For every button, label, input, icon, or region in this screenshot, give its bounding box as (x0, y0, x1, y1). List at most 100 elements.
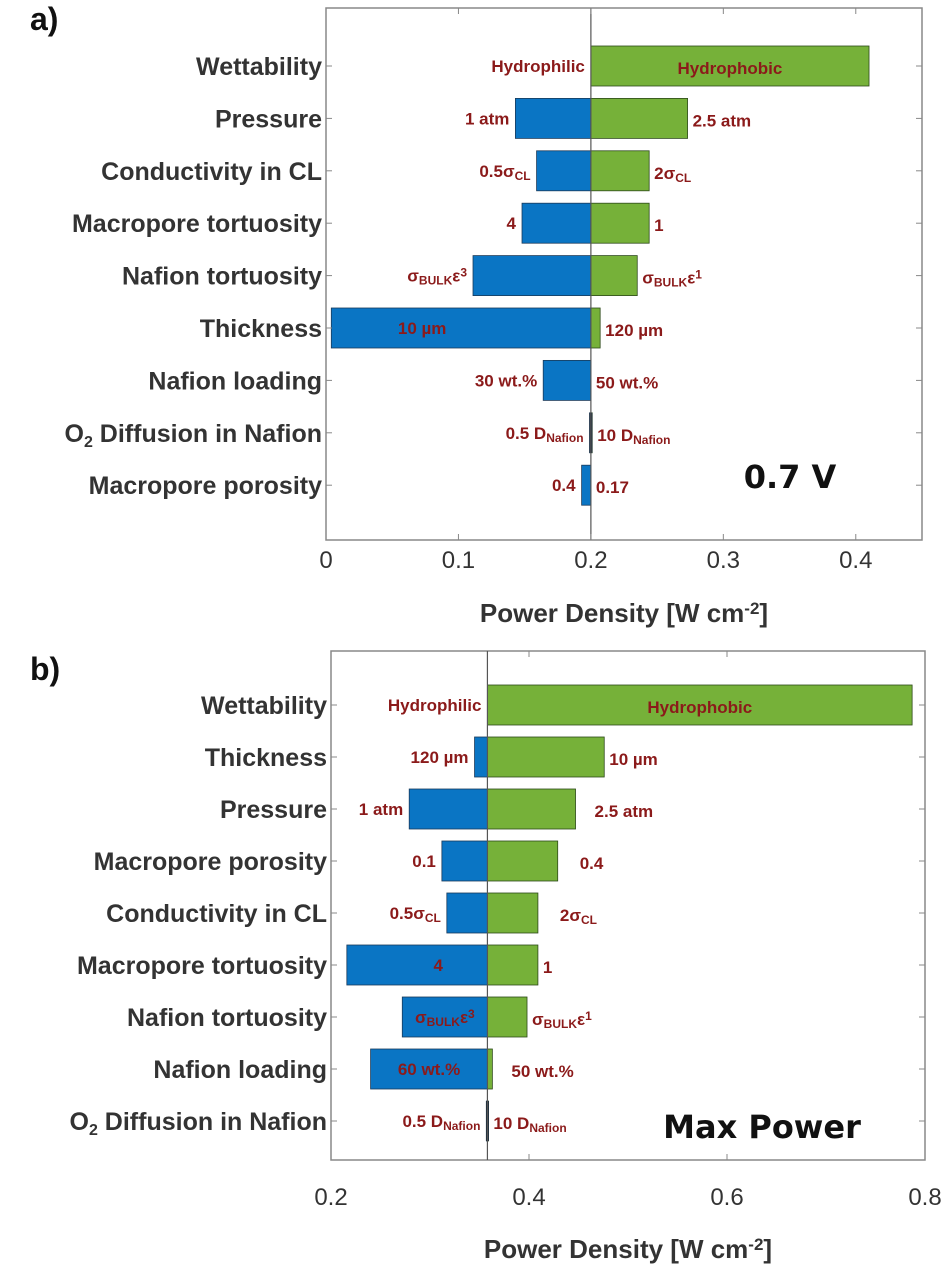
category-label: Pressure (215, 105, 322, 133)
label-part: 120 µm (605, 321, 663, 340)
bar-high (590, 45, 870, 87)
high-value-label: 50 wt.% (596, 373, 658, 392)
category-label: O2 Diffusion in Nafion (65, 420, 323, 451)
label-part: σ (407, 267, 419, 286)
bar-low (370, 1048, 488, 1090)
label-part: -2 (748, 1235, 763, 1254)
label-part: ε (460, 1008, 468, 1027)
label-part: 2σ (560, 906, 581, 925)
label-part: 0.5 D (506, 424, 547, 443)
label-part: 1 (543, 958, 552, 977)
category-label: Thickness (205, 744, 327, 772)
label-part: 1 atm (359, 800, 403, 819)
label-part: 10 µm (398, 319, 447, 338)
category-label: Conductivity in CL (106, 900, 327, 928)
high-value-label: 120 µm (605, 321, 663, 340)
low-value-label: 0.5 DNafion (402, 1112, 480, 1133)
high-value-label: 50 wt.% (511, 1062, 573, 1081)
x-tick-label: 0.8 (908, 1184, 941, 1211)
label-part: σ (532, 1010, 544, 1029)
bar-low (474, 736, 488, 778)
bar-low (401, 996, 488, 1038)
high-value-label: 10 DNafion (493, 1114, 566, 1135)
bar-high (590, 98, 688, 139)
label-part: Power Density [W cm (484, 1234, 748, 1264)
label-part: 0.5 D (402, 1112, 443, 1131)
bar-low (408, 788, 488, 830)
plot-frame (330, 650, 926, 1161)
panel-label: b) (30, 651, 60, 687)
label-part: BULK (427, 1015, 461, 1029)
low-value-label: 0.1 (412, 852, 436, 871)
label-part: 1 (654, 216, 663, 235)
bar-low (514, 98, 592, 139)
label-part: BULK (654, 276, 688, 290)
high-value-label: σBULKε1 (642, 268, 702, 290)
bar-low (536, 150, 592, 192)
category-label: Thickness (200, 315, 322, 343)
label-part: 50 wt.% (511, 1062, 573, 1081)
x-tick-label: 0.4 (512, 1184, 545, 1211)
label-part: 0.4 (580, 854, 604, 873)
label-part: Power Density [W cm (480, 598, 744, 628)
high-value-label: 2.5 atm (595, 802, 654, 821)
category-label: Nafion loading (148, 367, 322, 395)
label-part: BULK (544, 1017, 578, 1031)
bar-high (487, 996, 528, 1038)
category-label: Conductivity in CL (101, 158, 322, 186)
label-part: ε (452, 267, 460, 286)
low-value-label: 10 µm (398, 319, 447, 338)
high-value-label: σBULKε1 (532, 1009, 592, 1031)
category-label: Wettability (196, 53, 322, 81)
label-part: -2 (744, 599, 759, 618)
label-part: Nafion (546, 431, 583, 445)
label-part: 3 (468, 1007, 475, 1021)
bar-low (542, 359, 592, 401)
category-label: Pressure (220, 796, 327, 824)
label-part: BULK (419, 274, 453, 288)
label-part: 1 atm (465, 109, 509, 128)
low-value-label: 4 (507, 214, 517, 233)
label-part: CL (675, 171, 691, 185)
label-part: 10 D (493, 1114, 529, 1133)
low-value-label: σBULKε3 (407, 266, 467, 288)
high-value-label: 1 (654, 216, 663, 235)
label-part: Nafion (633, 433, 670, 447)
label-part: Diffusion in Nafion (98, 1108, 327, 1136)
low-value-label: 120 µm (411, 748, 469, 767)
label-part: 2.5 atm (595, 802, 654, 821)
x-tick-label: 0.3 (707, 547, 740, 574)
condition-annotation: Max Power (663, 1108, 861, 1146)
low-value-label: 30 wt.% (475, 371, 537, 390)
low-value-label: 0.4 (552, 476, 576, 495)
label-part: 4 (433, 956, 443, 975)
x-axis-label: Power Density [W cm-2] (480, 598, 768, 628)
category-label: Macropore tortuosity (77, 952, 327, 980)
label-part: Hydrophobic (647, 698, 752, 717)
bar-high (487, 840, 559, 882)
bar-low (472, 255, 592, 297)
label-part: 10 D (597, 426, 633, 445)
label-part: Hydrophilic (388, 696, 482, 715)
x-tick-label: 0 (319, 547, 332, 574)
label-part: Hydrophobic (678, 59, 783, 78)
label-part: 1 (585, 1009, 592, 1023)
bar-low (446, 892, 488, 934)
low-value-label: Hydrophilic (388, 696, 482, 715)
low-value-label: Hydrophilic (491, 57, 585, 76)
bar-low (330, 307, 592, 349)
bar-high (590, 150, 650, 192)
label-part: 2σ (654, 164, 675, 183)
high-value-label: Hydrophobic (647, 698, 752, 717)
label-part: 4 (507, 214, 517, 233)
x-tick-label: 0.4 (839, 547, 872, 574)
x-axis-label: Power Density [W cm-2] (484, 1234, 772, 1264)
low-value-label: 0.5σCL (479, 162, 530, 183)
high-value-label: Hydrophobic (678, 59, 783, 78)
category-label: O2 Diffusion in Nafion (70, 1108, 328, 1139)
bar-low (581, 464, 592, 506)
bar-high (487, 684, 913, 726)
low-value-label: σBULKε3 (415, 1007, 475, 1029)
panel-label: a) (30, 1, 58, 37)
